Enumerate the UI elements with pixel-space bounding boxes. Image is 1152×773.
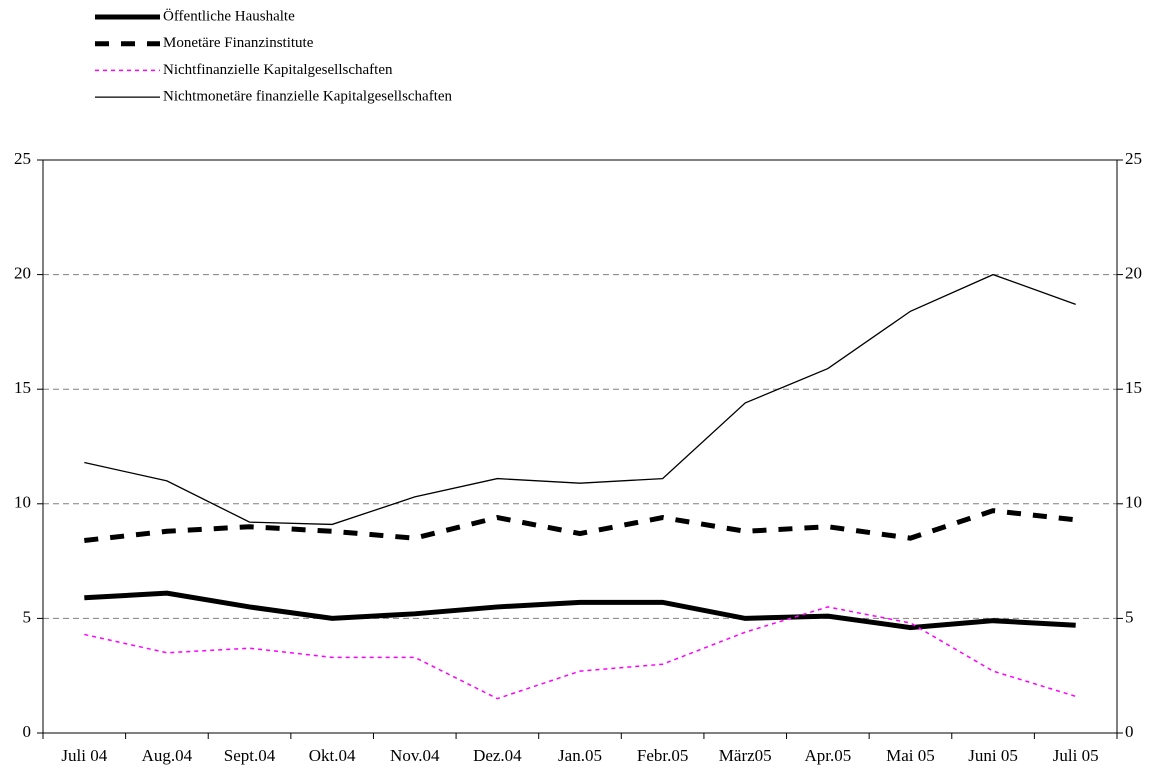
y-tick-label: 5 <box>23 607 32 626</box>
y-tick-label: 0 <box>23 722 32 741</box>
legend-label: Öffentliche Haushalte <box>163 7 295 24</box>
x-tick-label: Apr.05 <box>804 746 851 765</box>
x-tick-label: Aug.04 <box>142 746 193 765</box>
x-tick-label: Nov.04 <box>390 746 440 765</box>
x-tick-label: Juni 05 <box>968 746 1018 765</box>
x-tick-label: Juli 04 <box>61 746 107 765</box>
x-tick-label: Okt.04 <box>309 746 356 765</box>
legend-label: Nichtmonetäre finanzielle Kapitalgesells… <box>163 89 453 105</box>
plot-frame <box>42 159 1118 734</box>
x-tick-label: Juli 05 <box>1053 746 1099 765</box>
x-tick-label: Jan.05 <box>558 746 602 765</box>
series-line <box>84 508 1076 543</box>
x-tick-label: Mai 05 <box>886 746 935 765</box>
y-tick-label: 15 <box>14 378 31 397</box>
legend-label: Monetäre Finanzinstitute <box>163 35 314 51</box>
y-tick-label: 25 <box>14 149 31 168</box>
x-tick-label: Febr.05 <box>637 746 688 765</box>
y2-tick-label: 5 <box>1125 607 1134 626</box>
y2-tick-label: 0 <box>1125 722 1134 741</box>
series-line <box>84 273 1076 526</box>
y2-tick-label: 15 <box>1125 378 1142 397</box>
legend-label: Nichtfinanzielle Kapitalgesellschaften <box>163 62 393 78</box>
y2-tick-label: 10 <box>1125 493 1142 512</box>
y-tick-label: 10 <box>14 493 31 512</box>
x-tick-label: März05 <box>719 746 772 765</box>
series-line <box>84 606 1076 700</box>
y-tick-label: 20 <box>14 264 31 283</box>
series-line <box>84 590 1076 631</box>
x-tick-label: Dez.04 <box>473 746 522 765</box>
y2-tick-label: 20 <box>1125 264 1142 283</box>
y2-tick-label: 25 <box>1125 149 1142 168</box>
x-tick-label: Sept.04 <box>224 746 276 765</box>
